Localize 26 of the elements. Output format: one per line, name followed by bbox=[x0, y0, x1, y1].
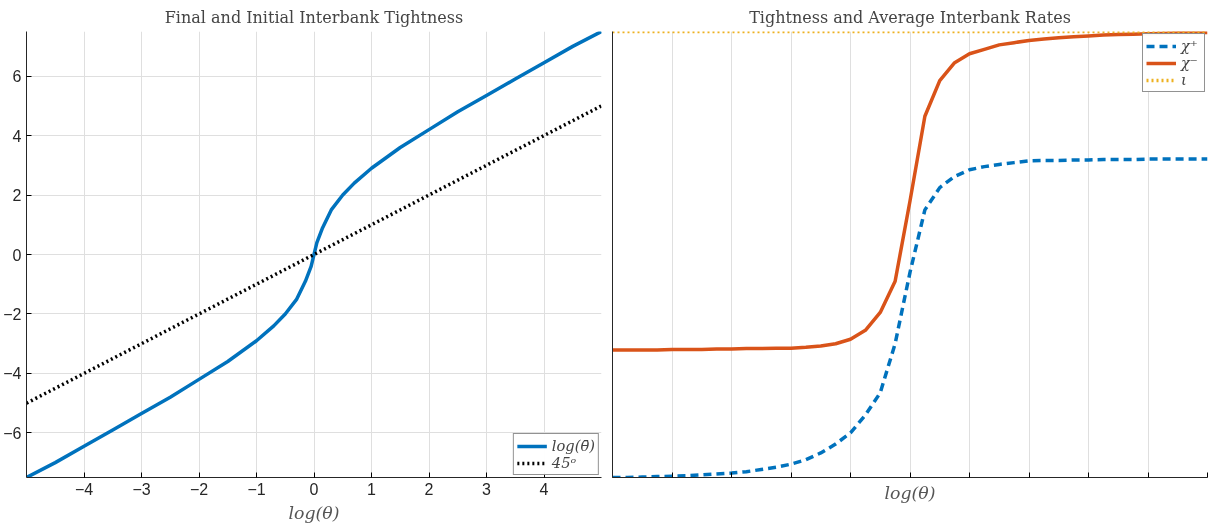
legend-label: 45ᵒ bbox=[551, 454, 577, 471]
legend-label: ι bbox=[1181, 71, 1188, 88]
x-tick-label: 0 bbox=[309, 480, 319, 498]
line-series bbox=[26, 31, 602, 478]
x-tick-label: −2 bbox=[189, 480, 209, 498]
y-tick-label: −4 bbox=[3, 365, 22, 383]
y-tick-label: 6 bbox=[12, 68, 22, 86]
y-tick-label: −2 bbox=[3, 305, 22, 323]
y-tick-label: 0 bbox=[12, 246, 22, 264]
x-axis-title: log(θ) bbox=[884, 482, 936, 503]
x-axis-title: log(θ) bbox=[288, 502, 340, 523]
x-tick-label: 2 bbox=[424, 480, 434, 498]
legend-label: χ⁺ bbox=[1181, 37, 1199, 54]
y-tick-label: 4 bbox=[12, 127, 22, 145]
legend-label: log(θ̄) bbox=[551, 437, 595, 454]
x-tick-label: −1 bbox=[247, 480, 266, 498]
x-tick-label: 4 bbox=[539, 480, 549, 498]
chart-title: Tightness and Average Interbank Rates bbox=[749, 7, 1071, 27]
x-tick-label: 1 bbox=[367, 480, 377, 498]
x-tick-label: 3 bbox=[482, 480, 492, 498]
chart-title: Final and Initial Interbank Tightness bbox=[164, 7, 464, 27]
y-tick-label: 2 bbox=[12, 187, 22, 205]
x-tick-label: −3 bbox=[132, 480, 151, 498]
y-tick-label: −6 bbox=[3, 424, 22, 442]
legend-label: χ⁻ bbox=[1181, 54, 1199, 71]
x-tick-label: −4 bbox=[74, 480, 94, 498]
